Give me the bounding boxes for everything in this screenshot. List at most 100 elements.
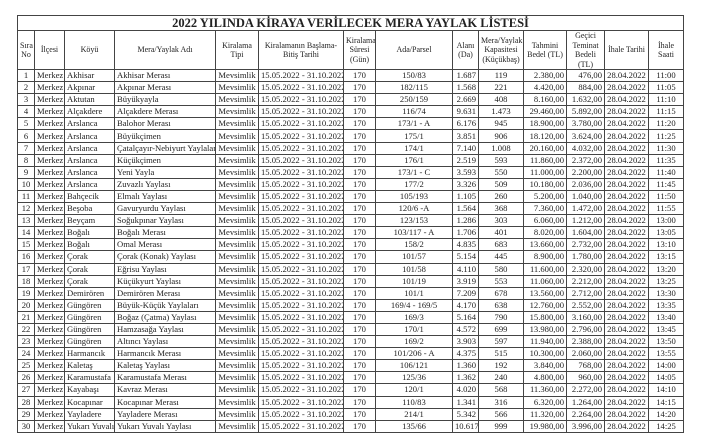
cell-koyu: Arslanca <box>64 129 115 143</box>
cell-kapasite: 999 <box>478 419 524 433</box>
cell-mera-adi: Yukarı Yuvalı Yaylası <box>114 419 216 433</box>
cell-sira-no: 26 <box>17 371 35 385</box>
cell-ihale-tarihi: 28.04.2022 <box>604 286 649 300</box>
cell-ihale-saati: 11:25 <box>647 129 685 143</box>
cell-alani: 5.164 <box>452 310 479 324</box>
cell-koyu: Arslanca <box>64 177 115 191</box>
cell-kiralama-tipi: Mevsimlik <box>215 310 259 324</box>
cell-ihale-saati: 13:00 <box>647 214 685 228</box>
cell-ihale-saati: 13:05 <box>647 226 685 240</box>
cell-alani: 4.020 <box>452 383 479 397</box>
cell-ihale-tarihi: 28.04.2022 <box>604 262 649 276</box>
cell-kapasite: 1.473 <box>478 105 524 119</box>
cell-ihale-saati: 11:00 <box>647 68 685 83</box>
cell-ihale-saati: 13:15 <box>647 250 685 264</box>
cell-kiralama-suresi: 170 <box>343 189 376 204</box>
cell-ada-parsel: 101/1 <box>375 286 453 300</box>
cell-ihale-saati: 11:05 <box>647 81 685 95</box>
header-sira-no: Sıra No <box>17 30 35 70</box>
cell-mera-adi: Büyükçimen <box>114 129 216 143</box>
cell-kiralama-suresi: 170 <box>343 359 376 373</box>
cell-kapasite: 401 <box>478 226 524 240</box>
cell-ihale-tarihi: 28.04.2022 <box>604 202 649 216</box>
cell-ihale-saati: 14:25 <box>647 419 685 433</box>
cell-kiralama-suresi: 170 <box>343 153 376 167</box>
cell-gecici-teminat: 1.604,00 <box>566 226 605 240</box>
cell-kiralama-tarihi: 15.05.2022 - 31.10.2022 <box>258 335 344 349</box>
cell-ilcesi: Merkez <box>34 117 65 131</box>
table-row: 10 Merkez Arslanca Zuvazlı Yaylası Mevsimlik… <box>17 177 685 191</box>
cell-kapasite: 699 <box>478 322 524 337</box>
cell-ilcesi: Merkez <box>34 371 65 385</box>
cell-mera-adi: Elmalı Yaylası <box>114 189 216 204</box>
cell-ihale-tarihi: 28.04.2022 <box>604 250 649 264</box>
cell-ilcesi: Merkez <box>34 286 65 300</box>
cell-kiralama-tarihi: 15.05.2022 - 31.10.2022 <box>258 141 344 155</box>
cell-kiralama-suresi: 170 <box>343 383 376 397</box>
table-row: 29 Merkez Yayladere Yayladere Merası Mevsiml… <box>17 407 685 421</box>
cell-gecici-teminat: 2.732,00 <box>566 238 605 252</box>
cell-gecici-teminat: 4.032,00 <box>566 141 605 155</box>
cell-sira-no: 12 <box>17 202 35 216</box>
cell-ihale-tarihi: 28.04.2022 <box>604 238 649 252</box>
cell-gecici-teminat: 476,00 <box>566 68 605 83</box>
cell-ihale-saati: 13:55 <box>647 347 685 361</box>
cell-tahmini-bedel: 19.980,00 <box>523 419 567 433</box>
cell-kiralama-tarihi: 15.05.2022 - 31.10.2022 <box>258 153 344 167</box>
header-ihale-tarihi: İhale Tarihi <box>604 30 649 70</box>
cell-ihale-tarihi: 28.04.2022 <box>604 153 649 167</box>
cell-sira-no: 15 <box>17 238 35 252</box>
cell-kiralama-suresi: 170 <box>343 262 376 276</box>
cell-ihale-saati: 11:20 <box>647 117 685 131</box>
cell-ihale-saati: 13:35 <box>647 298 685 312</box>
table-row: 5 Merkez Arslanca Balohor Merası Mevsimlik 15… <box>17 117 685 131</box>
header-gecici-teminat: Geçici Teminat Bedeli (TL) <box>566 30 605 70</box>
cell-kiralama-tipi: Mevsimlik <box>215 359 259 373</box>
cell-ihale-tarihi: 28.04.2022 <box>604 189 649 204</box>
cell-kapasite: 553 <box>478 274 524 288</box>
cell-tahmini-bedel: 11.860,00 <box>523 153 567 167</box>
cell-tahmini-bedel: 5.200,00 <box>523 189 567 204</box>
cell-ihale-saati: 13:25 <box>647 274 685 288</box>
cell-ilcesi: Merkez <box>34 383 65 397</box>
cell-kiralama-tarihi: 15.05.2022 - 31.10.2022 <box>258 359 344 373</box>
cell-kiralama-tarihi: 15.05.2022 - 31.10.2022 <box>258 238 344 252</box>
table-row: 17 Merkez Çorak Eğrisu Yaylası Mevsimlik 15.0… <box>17 262 685 276</box>
cell-sira-no: 24 <box>17 347 35 361</box>
table-row: 23 Merkez Güngören Altıncı Yaylası Mevsimlik… <box>17 335 685 349</box>
cell-kiralama-tarihi: 15.05.2022 - 31.10.2022 <box>258 105 344 119</box>
cell-gecici-teminat: 2.320,00 <box>566 262 605 276</box>
cell-mera-adi: Yayladere Merası <box>114 407 216 421</box>
cell-sira-no: 14 <box>17 226 35 240</box>
cell-ilcesi: Merkez <box>34 250 65 264</box>
cell-kiralama-suresi: 170 <box>343 371 376 385</box>
cell-sira-no: 5 <box>17 117 35 131</box>
cell-kiralama-tarihi: 15.05.2022 - 31.10.2022 <box>258 419 344 433</box>
header-kiralama-suresi: Kiralama Süresi (Gün) <box>343 30 376 70</box>
table-row: 26 Merkez Karamustafa Karamustafa Merası Mev… <box>17 371 685 385</box>
cell-ilcesi: Merkez <box>34 395 65 409</box>
cell-mera-adi: Karamustafa Merası <box>114 371 216 385</box>
cell-ilcesi: Merkez <box>34 165 65 179</box>
cell-mera-adi: Alçakdere Merası <box>114 105 216 119</box>
table-row: 30 Merkez Yukarı Yuvalı Yukarı Yuvalı Yayla… <box>17 419 685 433</box>
cell-ilcesi: Merkez <box>34 274 65 288</box>
cell-kapasite: 683 <box>478 238 524 252</box>
cell-koyu: Beşoba <box>64 202 115 216</box>
cell-kiralama-tipi: Mevsimlik <box>215 141 259 155</box>
cell-mera-adi: Akhisar Merası <box>114 68 216 83</box>
cell-ihale-tarihi: 28.04.2022 <box>604 407 649 421</box>
cell-mera-adi: Zuvazlı Yaylası <box>114 177 216 191</box>
cell-kapasite: 1.008 <box>478 141 524 155</box>
table-row: 25 Merkez Kaletaş Kaletaş Yaylası Mevsimlik 1… <box>17 359 685 373</box>
cell-kapasite: 638 <box>478 298 524 312</box>
cell-kiralama-tarihi: 15.05.2022 - 31.10.2022 <box>258 202 344 216</box>
header-ihale-saati: İhale Saati <box>647 30 685 70</box>
cell-ilcesi: Merkez <box>34 262 65 276</box>
cell-ihale-tarihi: 28.04.2022 <box>604 347 649 361</box>
cell-koyu: Alçakdere <box>64 105 115 119</box>
cell-ihale-tarihi: 28.04.2022 <box>604 226 649 240</box>
cell-ada-parsel: 158/2 <box>375 238 453 252</box>
cell-ihale-tarihi: 28.04.2022 <box>604 105 649 119</box>
table-row: 27 Merkez Kayabaşı Kavraz Merası Mevsimlik 15… <box>17 383 685 397</box>
